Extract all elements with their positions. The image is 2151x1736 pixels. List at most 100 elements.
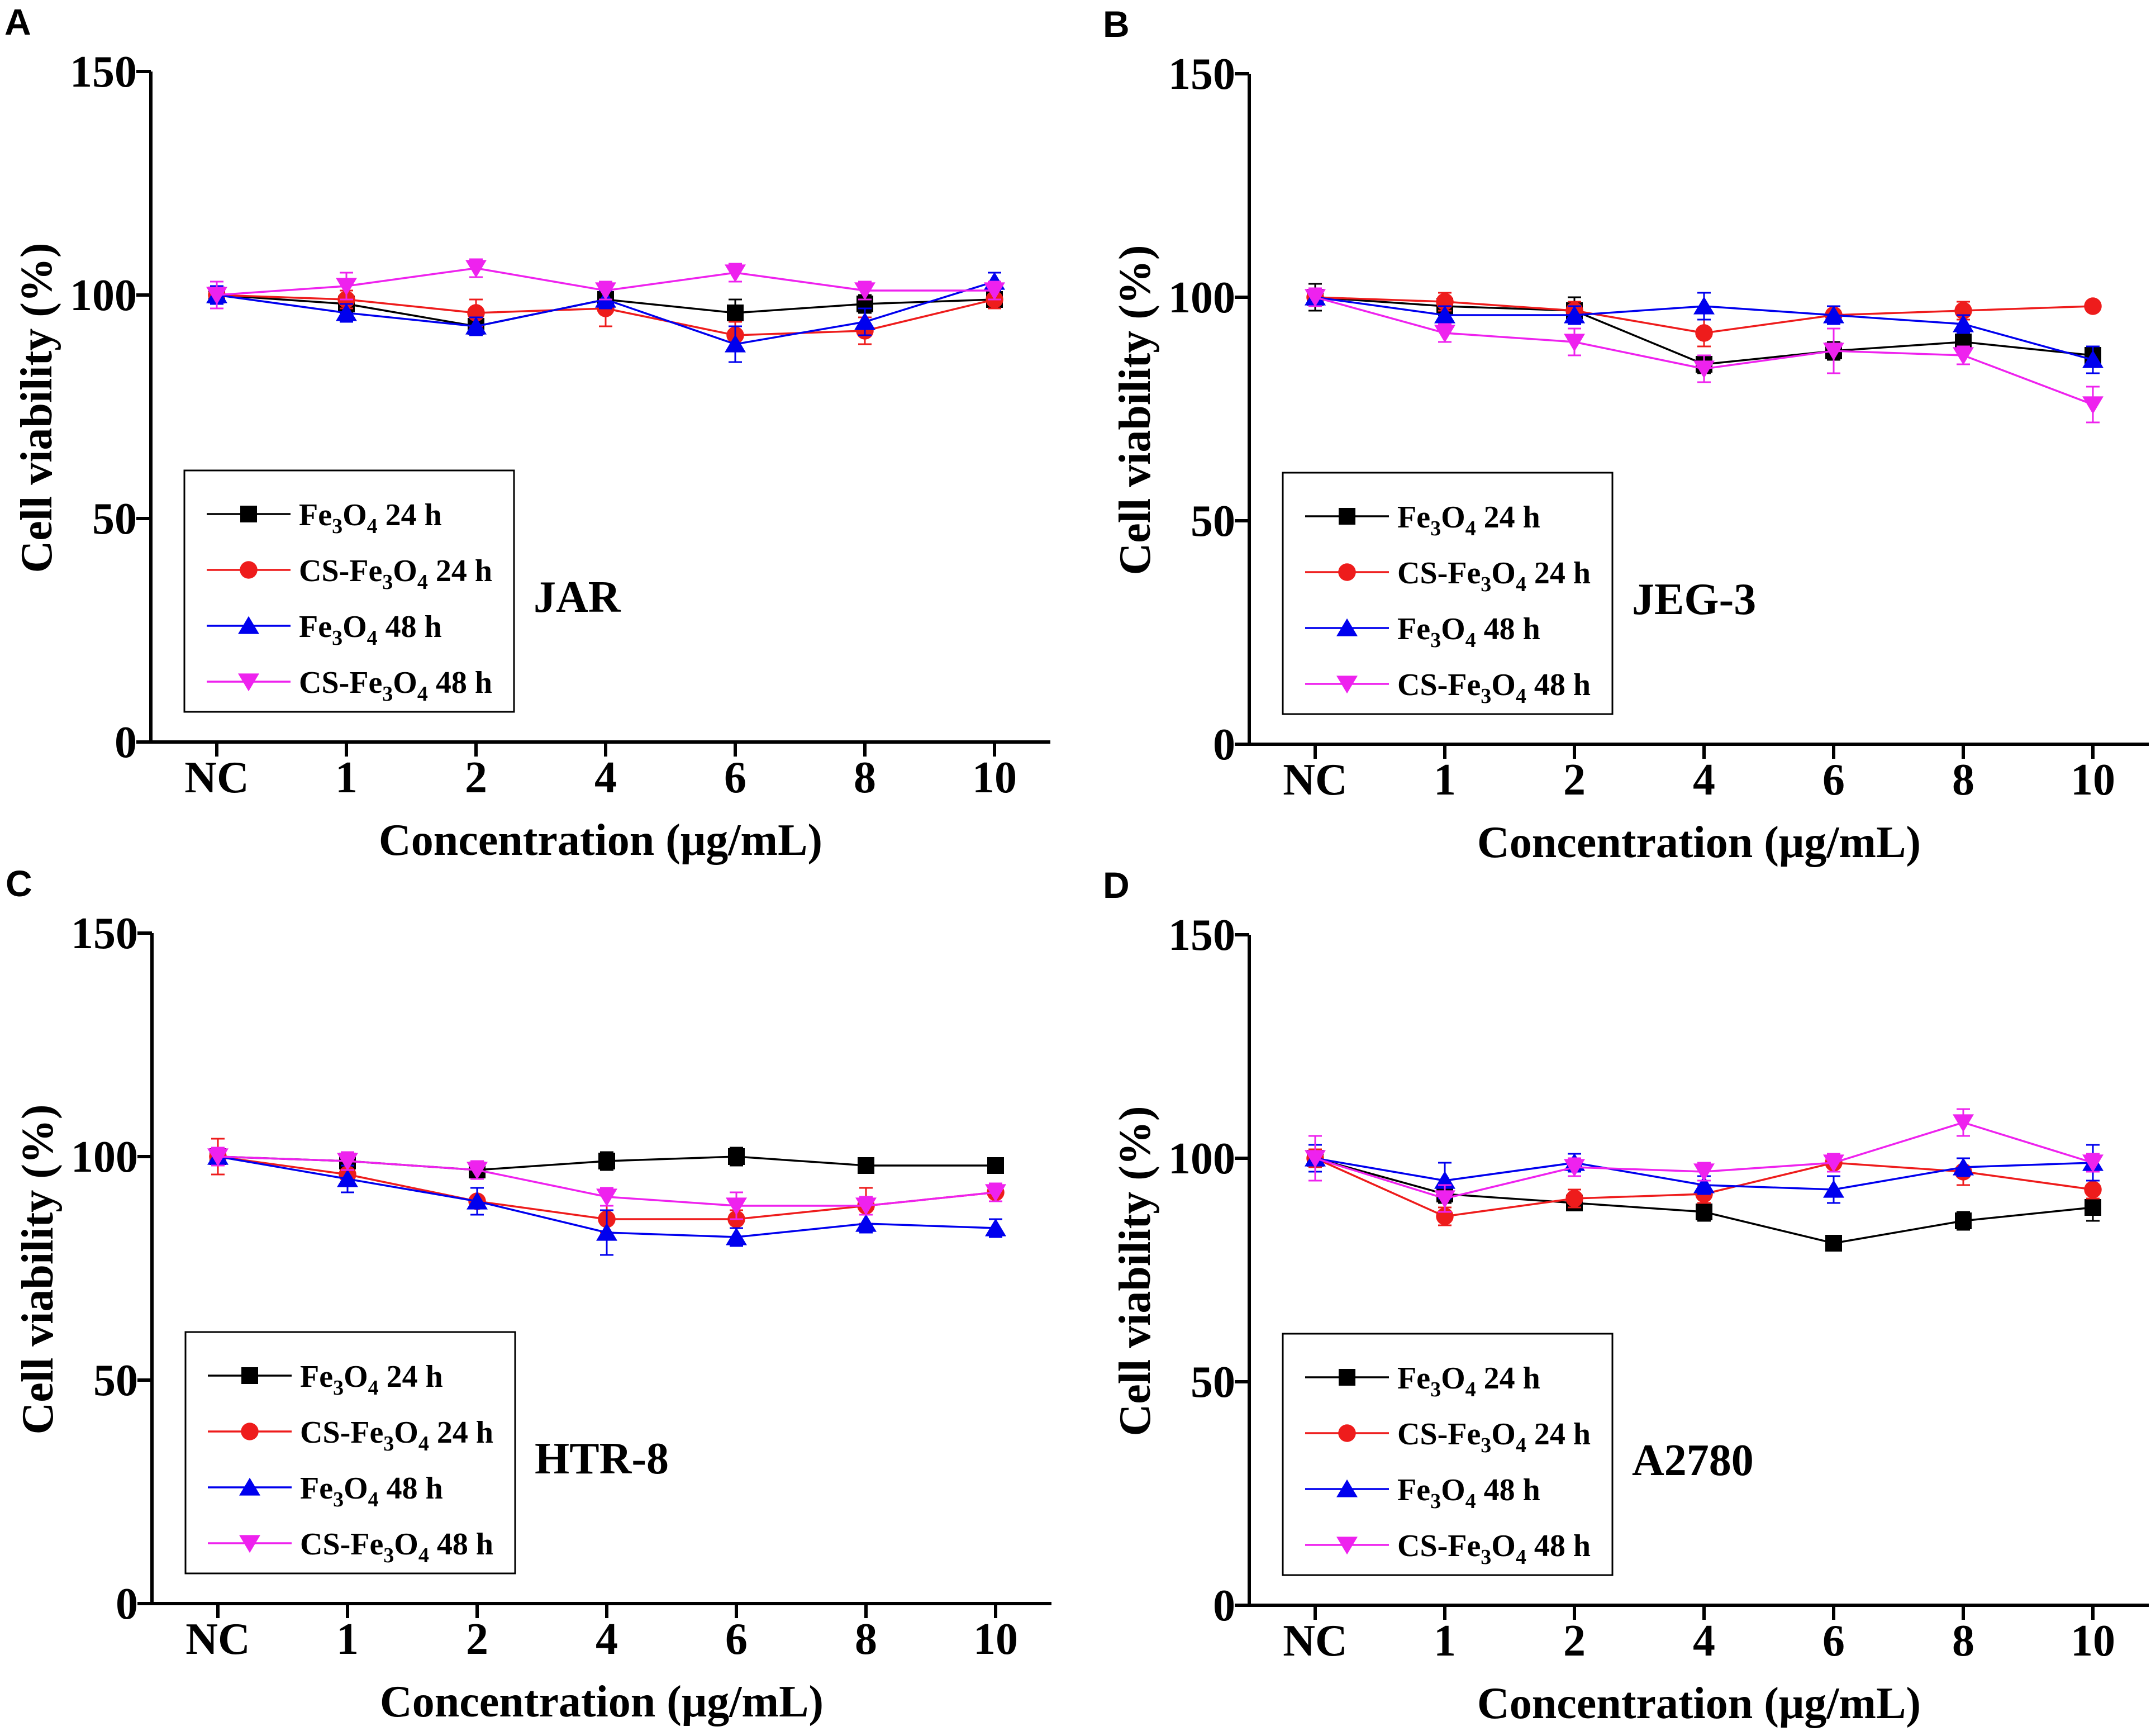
- series-cs_fe3o4_48h: [1305, 287, 2104, 424]
- data-point: [467, 1162, 488, 1180]
- y-tick-label: 150: [1168, 911, 1235, 960]
- legend-marker: [1338, 1424, 1356, 1442]
- data-point: [855, 1214, 877, 1232]
- y-tick-label: 100: [1168, 1134, 1235, 1183]
- panel-letter: B: [1103, 3, 1130, 45]
- legend-label: Fe3O4 48 h: [1397, 612, 1540, 652]
- x-tick-label: 10: [2071, 755, 2115, 805]
- legend-label: Fe3O4 48 h: [299, 610, 442, 650]
- legend-label-part: 48 h: [1476, 612, 1540, 646]
- data-point: [985, 1218, 1006, 1236]
- legend-label-part: Fe: [1397, 1473, 1430, 1507]
- series-cs_fe3o4_48h: [206, 258, 1005, 310]
- y-tick-label: 150: [1168, 50, 1235, 99]
- x-tick-label: 10: [2071, 1616, 2115, 1666]
- panel-d: D 0 50 100 150 NC 1 2 4 6 8 10 Concentration (μg/mL)…: [1103, 864, 2149, 1728]
- legend-label-part: Fe: [299, 498, 332, 532]
- legend-marker: [1336, 618, 1358, 636]
- legend-label: Fe3O4 24 h: [299, 498, 442, 538]
- x-tick-label: 2: [1563, 1616, 1586, 1666]
- data-point: [1695, 324, 1713, 342]
- legend-item: CS-Fe3O4 48 h: [1305, 1529, 1591, 1569]
- data-point: [855, 1197, 877, 1216]
- data-point: [984, 282, 1005, 301]
- data-point: [725, 334, 746, 353]
- x-axis-label: Concentration (μg/mL): [379, 816, 822, 865]
- data-point: [854, 282, 875, 301]
- legend-label-part: 3: [382, 570, 393, 594]
- data-point: [596, 1188, 617, 1207]
- y-axis-label: Cell viability (%): [1111, 245, 1160, 575]
- x-tick-label: 8: [854, 753, 876, 802]
- legend-label: Fe3O4 24 h: [1397, 500, 1540, 540]
- legend-label-part: 3: [332, 626, 342, 650]
- x-tick-label: 4: [1693, 755, 1715, 805]
- legend-label-part: 4: [1465, 517, 1476, 540]
- legend-item: CS-Fe3O4 24 h: [207, 554, 492, 594]
- data-point: [596, 1223, 617, 1241]
- data-point: [727, 305, 744, 321]
- legend-marker: [241, 1423, 259, 1440]
- data-point: [1953, 347, 1974, 365]
- legend-label-part: Fe: [1397, 500, 1430, 535]
- x-tick-label: NC: [1283, 755, 1348, 805]
- legend-label-part: 4: [367, 626, 378, 650]
- legend-label-part: O: [1441, 500, 1465, 535]
- data-point: [1825, 1235, 1842, 1252]
- x-tick-label: 6: [1822, 1616, 1845, 1666]
- x-tick-label: 6: [725, 1615, 748, 1664]
- legend-label-part: Fe: [300, 1359, 333, 1394]
- legend-label-part: 48 h: [379, 1471, 443, 1506]
- legend-label-part: 4: [367, 515, 378, 538]
- y-tick-label: 0: [116, 1580, 138, 1629]
- cell-line-annotation: JEG-3: [1632, 575, 1756, 624]
- data-point: [987, 1157, 1004, 1174]
- x-tick-label: 1: [335, 753, 358, 802]
- y-tick-label: 50: [93, 1356, 138, 1405]
- data-point: [1955, 1212, 1972, 1229]
- legend-label-part: 3: [1481, 1434, 1491, 1457]
- legend-label-part: 4: [417, 570, 428, 594]
- data-point: [1564, 305, 1585, 324]
- panel-letter: C: [6, 863, 32, 904]
- x-tick-label: 6: [724, 753, 746, 802]
- legend-marker: [1339, 1369, 1355, 1386]
- legend-label-part: O: [342, 610, 367, 644]
- legend-label-part: O: [1491, 1529, 1516, 1563]
- series-cs_fe3o4_48h: [1305, 1108, 2104, 1213]
- x-tick-label: 1: [1434, 755, 1456, 805]
- legend-label-part: 3: [382, 682, 393, 706]
- legend-label-part: O: [344, 1359, 368, 1394]
- legend-label-part: Fe: [1397, 1361, 1430, 1396]
- legend-label-part: O: [344, 1471, 368, 1506]
- y-tick-label: 0: [1213, 1581, 1235, 1630]
- legend-label: CS-Fe3O4 48 h: [1397, 1529, 1591, 1569]
- legend-item: Fe3O4 24 h: [208, 1359, 443, 1400]
- x-tick-label: 1: [336, 1615, 359, 1664]
- legend-marker: [1336, 1479, 1358, 1497]
- x-tick-label: 8: [1952, 755, 1974, 805]
- x-tick-label: 10: [973, 1615, 1018, 1664]
- data-point: [1564, 334, 1585, 352]
- x-tick-label: NC: [1283, 1616, 1348, 1666]
- y-tick-label: 150: [70, 47, 137, 97]
- y-axis-label: Cell viability (%): [13, 1104, 63, 1434]
- legend-label-part: 3: [1481, 1545, 1491, 1569]
- legend-item: Fe3O4 48 h: [207, 610, 442, 650]
- panel-a: A 0 50 100 150 NC 1 2 4 6 8 10 Concentration (μg/mL)…: [4, 1, 1050, 865]
- legend-marker: [238, 673, 259, 692]
- data-point: [726, 1197, 747, 1216]
- legend-label-part: 4: [1465, 1490, 1476, 1513]
- legend-label-part: 4: [1465, 1378, 1476, 1401]
- y-tick-label: 0: [1213, 720, 1235, 769]
- y-tick-label: 50: [1191, 1358, 1235, 1407]
- x-tick-label: 4: [1693, 1616, 1715, 1666]
- legend-label-part: 3: [1430, 517, 1441, 540]
- legend-label-part: 3: [383, 1432, 394, 1456]
- data-point: [206, 287, 227, 305]
- legend-item: CS-Fe3O4 24 h: [208, 1415, 493, 1456]
- legend-label-part: 24 h: [378, 498, 442, 532]
- panel-letter: A: [4, 1, 31, 42]
